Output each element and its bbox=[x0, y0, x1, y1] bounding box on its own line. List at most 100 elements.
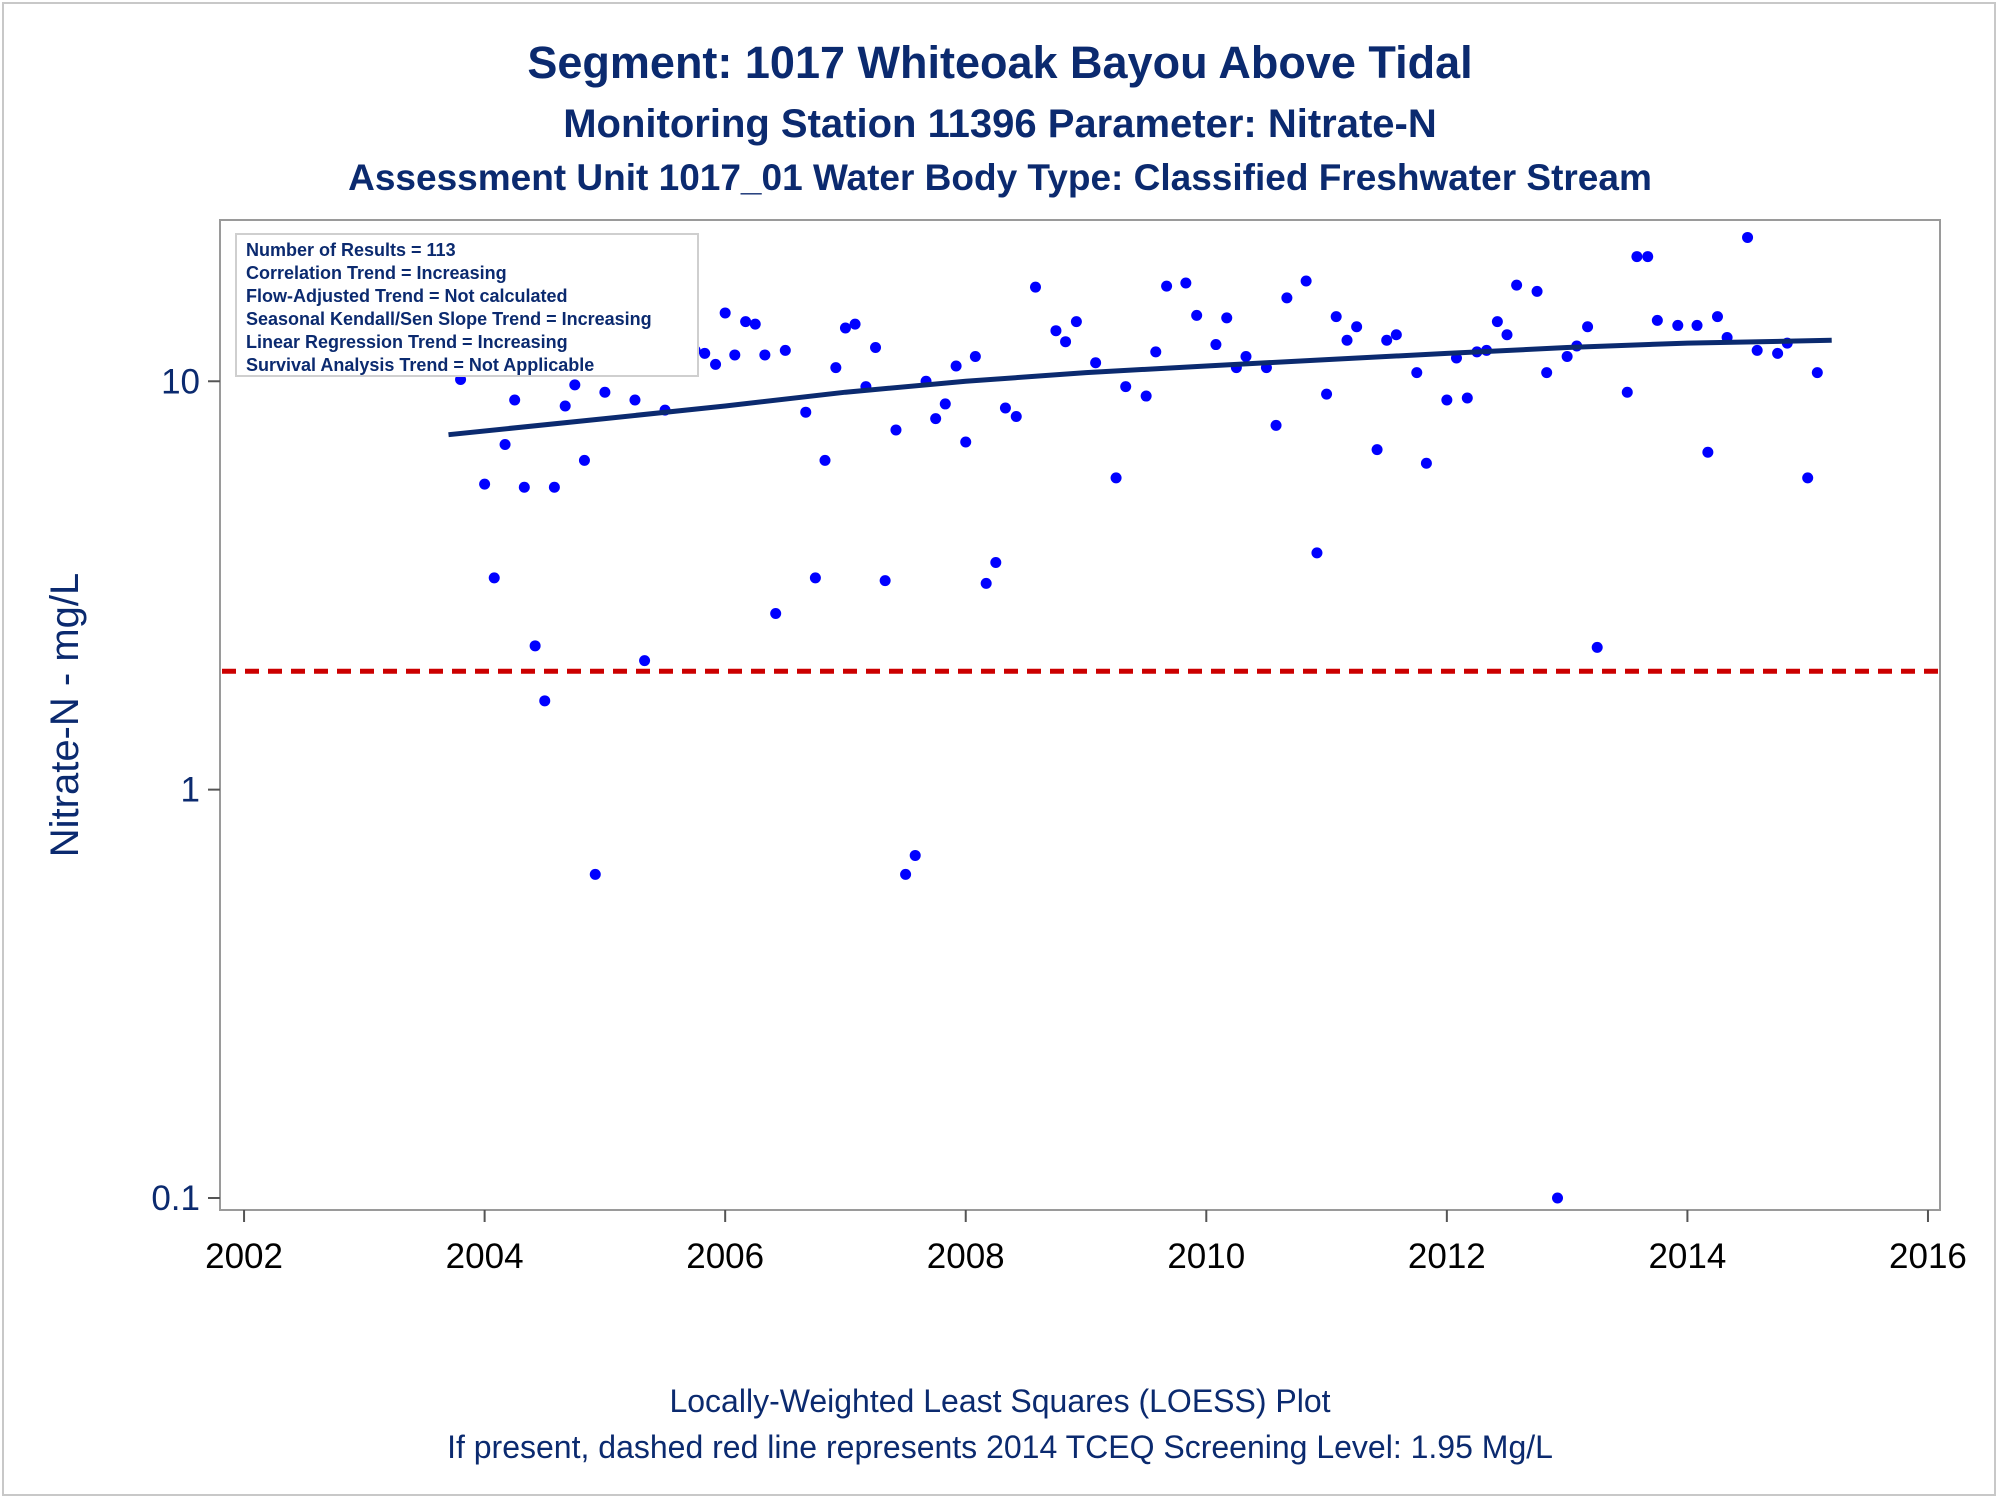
data-point bbox=[529, 640, 541, 652]
legend-item-survival: Survival Analysis Trend = Not Applicable bbox=[246, 355, 594, 375]
data-point bbox=[719, 307, 731, 319]
data-point bbox=[1441, 394, 1453, 406]
data-point bbox=[1691, 319, 1703, 331]
x-tick-label: 2004 bbox=[446, 1237, 524, 1276]
chart-subtitle-2: Assessment Unit 1017_01 Water Body Type:… bbox=[348, 157, 1652, 198]
data-point bbox=[939, 398, 951, 410]
data-point bbox=[1090, 357, 1102, 369]
data-point bbox=[1420, 457, 1432, 469]
data-point bbox=[589, 868, 601, 880]
data-point bbox=[1531, 285, 1543, 297]
data-point bbox=[999, 402, 1011, 414]
data-point bbox=[1191, 309, 1203, 321]
legend-item-correlation: Correlation Trend = Increasing bbox=[246, 263, 507, 283]
data-point bbox=[930, 413, 942, 425]
data-point bbox=[1371, 444, 1383, 456]
legend-item-results: Number of Results = 113 bbox=[246, 240, 456, 260]
data-point bbox=[749, 318, 761, 330]
y-axis: 0.1 1 10 bbox=[151, 362, 220, 1218]
data-point bbox=[629, 394, 641, 406]
data-point bbox=[699, 347, 711, 359]
data-point bbox=[1591, 641, 1603, 653]
data-point bbox=[960, 436, 972, 448]
data-point bbox=[509, 394, 521, 406]
data-point bbox=[969, 350, 981, 362]
data-point bbox=[1582, 321, 1594, 333]
data-point bbox=[1180, 277, 1192, 289]
data-point bbox=[1711, 311, 1723, 323]
x-tick-label: 2010 bbox=[1167, 1237, 1245, 1276]
data-point bbox=[870, 341, 882, 353]
data-point bbox=[1281, 292, 1293, 304]
data-point bbox=[1120, 381, 1132, 393]
data-point bbox=[1501, 329, 1513, 341]
data-point bbox=[710, 358, 722, 370]
data-point bbox=[1672, 319, 1684, 331]
data-point bbox=[819, 454, 831, 466]
chart-subtitle: Monitoring Station 11396 Parameter: Nitr… bbox=[563, 102, 1437, 146]
legend-box bbox=[235, 233, 699, 377]
y-tick-label: 10 bbox=[161, 362, 200, 401]
data-point bbox=[1561, 350, 1573, 362]
data-point bbox=[1210, 339, 1222, 351]
x-tick-label: 2012 bbox=[1408, 1237, 1486, 1276]
data-point bbox=[770, 607, 782, 619]
data-point bbox=[839, 322, 851, 334]
data-point bbox=[518, 481, 530, 493]
data-point bbox=[539, 695, 551, 707]
data-point bbox=[1351, 321, 1363, 333]
data-point bbox=[1321, 388, 1333, 400]
data-point bbox=[1240, 350, 1252, 362]
data-point bbox=[1311, 547, 1323, 559]
data-point bbox=[548, 481, 560, 493]
plot-area bbox=[219, 219, 1941, 1211]
data-point bbox=[1742, 231, 1754, 243]
data-point bbox=[1631, 251, 1643, 263]
data-point bbox=[1341, 334, 1353, 346]
data-point bbox=[990, 556, 1002, 568]
data-point bbox=[1029, 281, 1041, 293]
data-point bbox=[1221, 312, 1233, 324]
footnote-loess: Locally-Weighted Least Squares (LOESS) P… bbox=[669, 1383, 1330, 1419]
data-point bbox=[1511, 279, 1523, 291]
data-point bbox=[1772, 347, 1784, 359]
x-tick-label: 2016 bbox=[1889, 1237, 1967, 1276]
data-point bbox=[1050, 325, 1062, 337]
loess-trend-line bbox=[448, 337, 1832, 438]
data-point bbox=[1070, 316, 1082, 328]
data-point bbox=[1811, 367, 1823, 379]
data-points bbox=[443, 231, 1823, 1204]
legend-item-flow-adjusted: Flow-Adjusted Trend = Not calculated bbox=[246, 286, 568, 306]
data-point bbox=[1300, 275, 1312, 287]
data-point bbox=[809, 572, 821, 584]
data-point bbox=[950, 360, 962, 372]
data-point bbox=[1060, 336, 1072, 348]
trend-group bbox=[448, 337, 1832, 438]
data-point bbox=[1150, 346, 1162, 358]
legend-item-seasonal-kendall: Seasonal Kendall/Sen Slope Trend = Incre… bbox=[246, 309, 652, 329]
data-point bbox=[1541, 367, 1553, 379]
data-point bbox=[849, 318, 861, 330]
data-point bbox=[1010, 410, 1022, 422]
data-point bbox=[1651, 314, 1663, 326]
data-point bbox=[909, 849, 921, 861]
x-axis: 2002 2004 2006 2008 2010 2012 2014 2016 bbox=[205, 1210, 1967, 1276]
y-axis-label: Nitrate-N - mg/L bbox=[43, 573, 87, 858]
data-point bbox=[479, 478, 491, 490]
data-point bbox=[779, 344, 791, 356]
data-point bbox=[569, 379, 581, 391]
data-point bbox=[879, 575, 891, 587]
data-point bbox=[578, 454, 590, 466]
data-point bbox=[1552, 1192, 1564, 1204]
data-point bbox=[800, 406, 812, 418]
data-point bbox=[639, 655, 651, 667]
data-point bbox=[1140, 390, 1152, 402]
data-point bbox=[1642, 251, 1654, 263]
data-point bbox=[488, 572, 500, 584]
data-point bbox=[759, 349, 771, 361]
data-point bbox=[1491, 316, 1503, 328]
chart-title: Segment: 1017 Whiteoak Bayou Above Tidal bbox=[527, 37, 1472, 88]
data-point bbox=[900, 868, 912, 880]
footnote-screening: If present, dashed red line represents 2… bbox=[447, 1429, 1553, 1465]
